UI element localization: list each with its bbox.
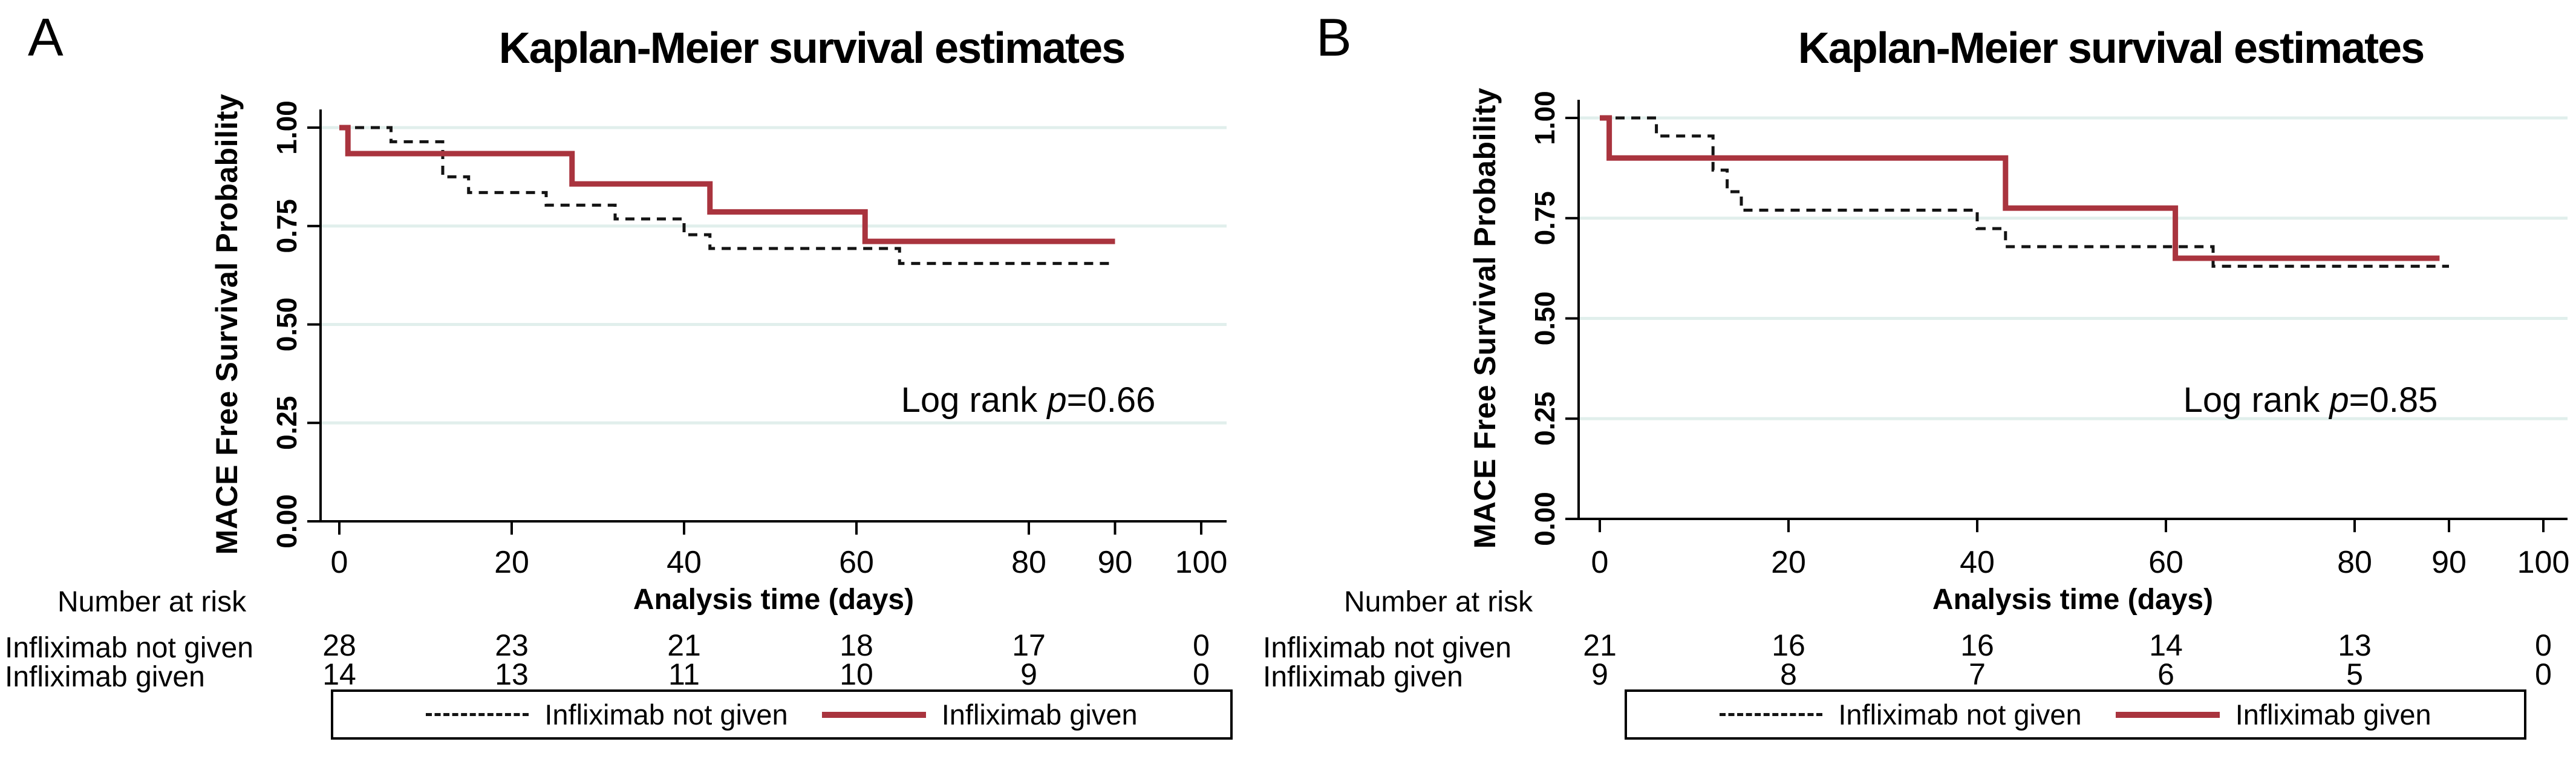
x-tick-label: 20 bbox=[1771, 545, 1806, 580]
y-tick-label: 1.00 bbox=[271, 100, 302, 155]
km-curve-given bbox=[339, 125, 1115, 244]
km-curve-not-given bbox=[339, 126, 1115, 265]
x-tick-label: 100 bbox=[2517, 545, 2570, 580]
risk-count: 11 bbox=[668, 657, 700, 691]
y-tick-label: 0.00 bbox=[1529, 492, 1560, 546]
risk-count: 18 bbox=[840, 628, 873, 662]
y-tick-label: 1.00 bbox=[1529, 91, 1560, 145]
x-tick-label: 90 bbox=[2431, 545, 2467, 580]
x-tick-label: 60 bbox=[839, 545, 874, 580]
x-tick-label: 60 bbox=[2148, 545, 2183, 580]
risk-count: 0 bbox=[1193, 657, 1210, 691]
x-tick-label: 100 bbox=[1175, 545, 1228, 580]
km-curve-not-given bbox=[1600, 116, 2449, 268]
y-tick-label: 0.25 bbox=[271, 396, 302, 450]
x-tick-label: 40 bbox=[667, 545, 702, 580]
risk-count: 0 bbox=[2535, 657, 2552, 691]
risk-count: 16 bbox=[1960, 628, 1994, 662]
y-tick-label: 0.25 bbox=[1529, 391, 1560, 446]
risk-count: 17 bbox=[1012, 628, 1046, 662]
risk-count: 9 bbox=[1020, 657, 1037, 691]
risk-count: 21 bbox=[667, 628, 701, 662]
y-tick-label: 0.00 bbox=[271, 494, 302, 549]
x-tick-label: 80 bbox=[2337, 545, 2372, 580]
km-curve-given bbox=[1600, 115, 2440, 261]
x-tick-label: 40 bbox=[1960, 545, 1995, 580]
x-tick-label: 20 bbox=[494, 545, 529, 580]
risk-count: 23 bbox=[495, 628, 529, 662]
x-tick-label: 0 bbox=[331, 545, 348, 580]
risk-count: 16 bbox=[1772, 628, 1805, 662]
risk-count: 13 bbox=[495, 657, 529, 691]
risk-count: 13 bbox=[2338, 628, 2372, 662]
risk-count: 14 bbox=[2149, 628, 2183, 662]
risk-count: 7 bbox=[1969, 657, 1986, 691]
x-tick-label: 80 bbox=[1011, 545, 1046, 580]
risk-count: 6 bbox=[2157, 657, 2174, 691]
y-tick-label: 0.75 bbox=[1529, 191, 1560, 246]
x-tick-label: 0 bbox=[1591, 545, 1609, 580]
risk-count: 21 bbox=[1583, 628, 1617, 662]
y-tick-label: 0.50 bbox=[271, 298, 302, 352]
risk-count: 0 bbox=[1193, 628, 1210, 662]
risk-count: 0 bbox=[2535, 628, 2552, 662]
x-tick-label: 90 bbox=[1098, 545, 1133, 580]
risk-count: 9 bbox=[1591, 657, 1608, 691]
risk-count: 10 bbox=[840, 657, 873, 691]
risk-count: 5 bbox=[2346, 657, 2363, 691]
risk-count: 14 bbox=[322, 657, 356, 691]
risk-count: 28 bbox=[322, 628, 356, 662]
y-tick-label: 0.75 bbox=[271, 199, 302, 253]
risk-count: 8 bbox=[1780, 657, 1797, 691]
y-tick-label: 0.50 bbox=[1529, 292, 1560, 346]
